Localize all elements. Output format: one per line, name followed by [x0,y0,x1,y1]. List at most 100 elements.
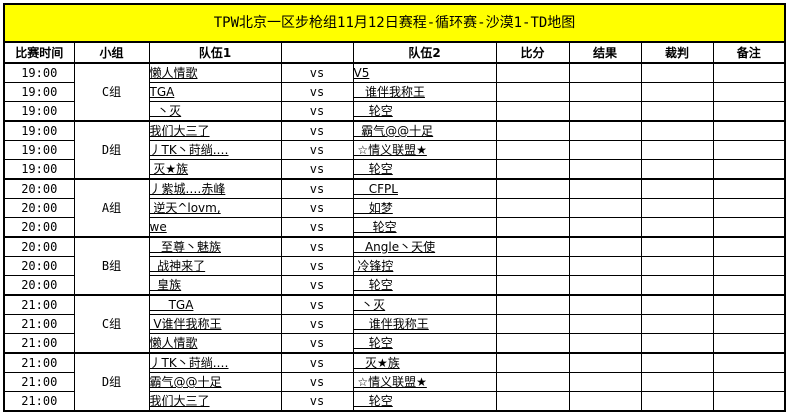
referee-cell[interactable] [640,275,714,296]
team1-cell[interactable]: 懒人情歌 [148,62,282,83]
team2-cell[interactable]: 谁伴我称王 [352,82,497,102]
notes-cell[interactable] [712,82,786,102]
notes-cell[interactable] [712,178,786,199]
notes-cell[interactable] [712,256,786,276]
referee-cell[interactable] [640,333,714,354]
team2-cell[interactable]: 丶灭 [352,294,497,315]
score-cell[interactable] [495,140,570,160]
team1-cell[interactable]: 丶灭 [148,101,282,122]
notes-cell[interactable] [712,314,786,334]
referee-cell[interactable] [640,236,714,257]
team1-cell[interactable]: TGA [148,294,282,315]
notes-cell[interactable] [712,198,786,218]
score-cell[interactable] [495,198,570,218]
team2-cell[interactable]: ☆情义联盟★ [352,140,497,160]
referee-cell[interactable] [640,140,714,160]
result-cell[interactable] [568,120,642,141]
result-cell[interactable] [568,159,642,180]
result-cell[interactable] [568,217,642,238]
result-cell[interactable] [568,294,642,315]
team2-cell[interactable]: ☆情义联盟★ [352,372,497,392]
team1-cell[interactable]: 丿紫城.…赤峰 [148,178,282,199]
score-cell[interactable] [495,217,570,238]
score-cell[interactable] [495,314,570,334]
referee-cell[interactable] [640,62,714,83]
team2-cell[interactable]: 轮空 [352,217,497,238]
referee-cell[interactable] [640,198,714,218]
notes-cell[interactable] [712,391,786,412]
notes-cell[interactable] [712,333,786,354]
score-cell[interactable] [495,120,570,141]
team1-cell[interactable]: 我们大三了 [148,120,282,141]
score-cell[interactable] [495,352,570,373]
score-cell[interactable] [495,159,570,180]
team2-cell[interactable]: Angle丶天使 [352,236,497,257]
team2-cell[interactable]: CFPL [352,178,497,199]
team1-cell[interactable]: 皇族 [148,275,282,296]
team1-cell[interactable]: 灭★族 [148,159,282,180]
score-cell[interactable] [495,82,570,102]
team2-cell[interactable]: 轮空 [352,391,497,412]
team2-cell[interactable]: V5 [352,62,497,83]
result-cell[interactable] [568,62,642,83]
referee-cell[interactable] [640,159,714,180]
notes-cell[interactable] [712,236,786,257]
notes-cell[interactable] [712,217,786,238]
team1-cell[interactable]: 我们大三了 [148,391,282,412]
referee-cell[interactable] [640,294,714,315]
score-cell[interactable] [495,372,570,392]
result-cell[interactable] [568,333,642,354]
score-cell[interactable] [495,178,570,199]
team1-cell[interactable]: 丿TK丶莳绱.… [148,352,282,373]
notes-cell[interactable] [712,275,786,296]
team1-cell[interactable]: 至尊丶魅族 [148,236,282,257]
result-cell[interactable] [568,236,642,257]
result-cell[interactable] [568,391,642,412]
team2-cell[interactable]: 轮空 [352,159,497,180]
notes-cell[interactable] [712,352,786,373]
notes-cell[interactable] [712,120,786,141]
score-cell[interactable] [495,256,570,276]
team2-cell[interactable]: 谁伴我称王 [352,314,497,334]
team1-cell[interactable]: 战神来了 [148,256,282,276]
score-cell[interactable] [495,391,570,412]
score-cell[interactable] [495,294,570,315]
result-cell[interactable] [568,256,642,276]
score-cell[interactable] [495,236,570,257]
notes-cell[interactable] [712,159,786,180]
team2-cell[interactable]: 轮空 [352,275,497,296]
result-cell[interactable] [568,198,642,218]
team1-cell[interactable]: 懒人情歌 [148,333,282,354]
team1-cell[interactable]: 逆天^lovm, [148,198,282,218]
referee-cell[interactable] [640,120,714,141]
referee-cell[interactable] [640,372,714,392]
team2-cell[interactable]: 如梦 [352,198,497,218]
notes-cell[interactable] [712,101,786,122]
score-cell[interactable] [495,275,570,296]
notes-cell[interactable] [712,140,786,160]
team1-cell[interactable]: V谁伴我称王 [148,314,282,334]
notes-cell[interactable] [712,62,786,83]
referee-cell[interactable] [640,217,714,238]
score-cell[interactable] [495,101,570,122]
notes-cell[interactable] [712,294,786,315]
result-cell[interactable] [568,314,642,334]
result-cell[interactable] [568,178,642,199]
referee-cell[interactable] [640,391,714,412]
notes-cell[interactable] [712,372,786,392]
referee-cell[interactable] [640,352,714,373]
score-cell[interactable] [495,333,570,354]
result-cell[interactable] [568,140,642,160]
team2-cell[interactable]: 灭★族 [352,352,497,373]
referee-cell[interactable] [640,101,714,122]
team2-cell[interactable]: 轮空 [352,333,497,354]
team2-cell[interactable]: 霸气@@十足 [352,120,497,141]
score-cell[interactable] [495,62,570,83]
result-cell[interactable] [568,101,642,122]
result-cell[interactable] [568,372,642,392]
referee-cell[interactable] [640,256,714,276]
team1-cell[interactable]: 丿TK丶莳绱.… [148,140,282,160]
team2-cell[interactable]: 冷锋控 [352,256,497,276]
referee-cell[interactable] [640,314,714,334]
team1-cell[interactable]: we [148,217,282,238]
